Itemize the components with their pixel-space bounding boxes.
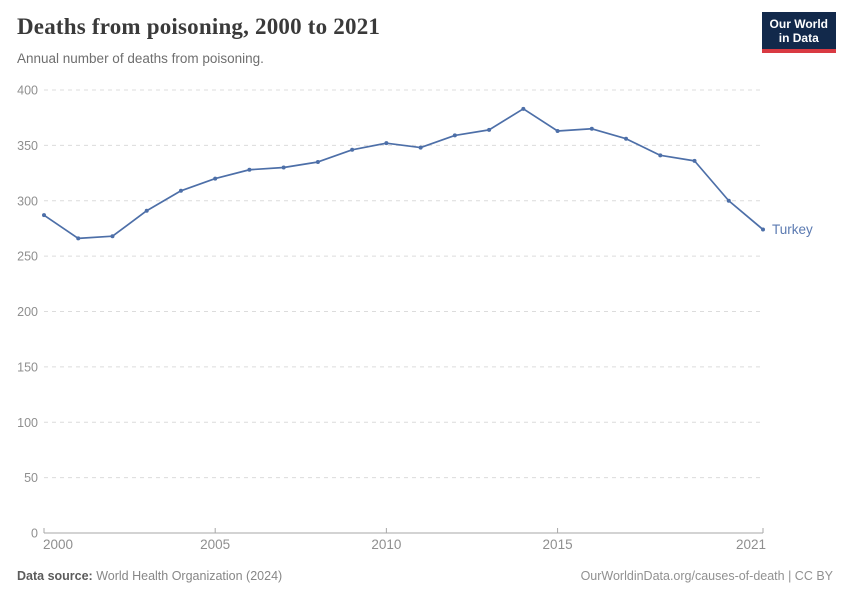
logo-line-2: in Data [778, 31, 819, 45]
series-line-turkey[interactable] [43, 107, 764, 240]
data-point[interactable] [452, 133, 457, 138]
data-source-label: Data source: [17, 569, 93, 583]
data-point[interactable] [315, 159, 320, 164]
data-point[interactable] [521, 106, 526, 111]
data-point[interactable] [726, 198, 731, 203]
data-point[interactable] [281, 165, 286, 170]
data-point[interactable] [42, 213, 46, 218]
data-point[interactable] [384, 141, 389, 146]
data-point[interactable] [110, 234, 115, 239]
x-tick-label: 2005 [200, 537, 230, 552]
y-tick-label: 150 [17, 360, 38, 374]
data-point[interactable] [555, 128, 560, 133]
y-tick-label: 250 [17, 250, 38, 264]
data-point[interactable] [247, 167, 252, 172]
y-tick-label: 300 [17, 194, 38, 208]
data-point[interactable] [761, 227, 765, 232]
line-chart-canvas: 0 50 100 150 200 250 300 350 400 2000 2005 2010 2015… [17, 84, 813, 553]
data-point[interactable] [178, 188, 183, 193]
y-tick-label: 0 [31, 527, 38, 541]
x-tick-label: 2021 [736, 537, 766, 552]
x-tick-label: 2010 [371, 537, 401, 552]
y-tick-label: 400 [17, 84, 38, 98]
data-point[interactable] [487, 127, 492, 132]
y-tick-label: 100 [17, 416, 38, 430]
logo-line-1: Our World [769, 17, 828, 31]
data-point[interactable] [213, 176, 218, 181]
data-point[interactable] [144, 208, 149, 213]
data-point[interactable] [350, 147, 355, 152]
chart-subtitle: Annual number of deaths from poisoning. [17, 51, 264, 66]
x-tick-label: 2015 [543, 537, 573, 552]
data-source-value: World Health Organization (2024) [92, 569, 283, 583]
data-point[interactable] [658, 153, 663, 158]
x-tick-label: 2000 [43, 537, 73, 552]
attribution: OurWorldinData.org/causes-of-death | CC … [580, 569, 833, 583]
data-point[interactable] [418, 145, 423, 150]
data-point[interactable] [692, 158, 697, 163]
data-point[interactable] [624, 136, 629, 141]
y-tick-label: 200 [17, 305, 38, 319]
series-label[interactable]: Turkey [772, 222, 813, 237]
y-tick-label: 350 [17, 139, 38, 153]
owid-logo: Our World in Data [761, 12, 836, 53]
data-point[interactable] [76, 236, 81, 241]
data-source: Data source: World Health Organization (… [17, 569, 282, 583]
data-point[interactable] [589, 126, 594, 131]
y-tick-label: 50 [24, 471, 38, 485]
page-title: Deaths from poisoning, 2000 to 2021 [17, 14, 381, 39]
